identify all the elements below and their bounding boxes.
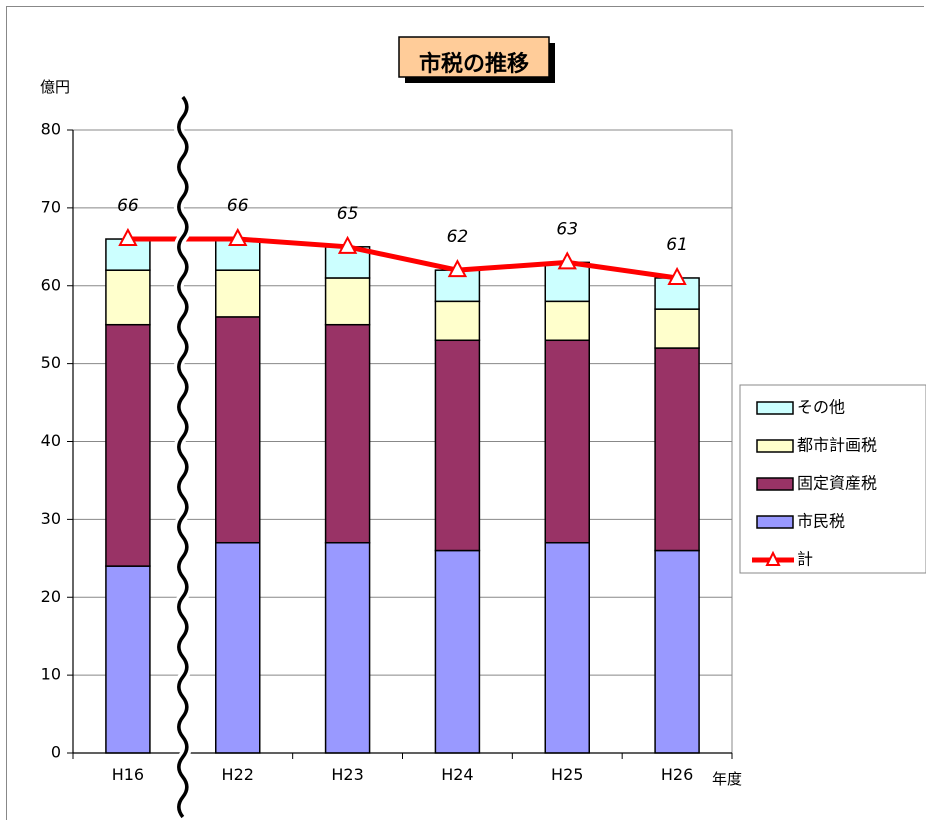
- legend-label: 市民税: [797, 512, 845, 531]
- bar-segment: [434, 549, 481, 754]
- total-series-line: [127, 236, 678, 281]
- grid-lines: [72, 129, 733, 754]
- total-data-label: 65: [337, 204, 359, 224]
- bar-segment: [434, 339, 481, 552]
- bar-segment: [215, 269, 261, 318]
- x-axis-unit-label: 年度: [712, 770, 742, 788]
- legend-label: 計: [797, 550, 813, 569]
- bar-segment: [434, 300, 481, 342]
- total-data-label: 66: [227, 196, 249, 216]
- y-tick-label: 10: [41, 665, 61, 684]
- y-tick-label: 80: [41, 120, 61, 139]
- total-point-marker: [557, 251, 577, 270]
- x-category-label: H23: [331, 765, 363, 784]
- bar-segment: [324, 541, 371, 754]
- total-point-marker: [447, 259, 468, 278]
- legend-swatch: [756, 477, 794, 491]
- y-tick-label: 30: [41, 509, 61, 528]
- legend-swatch: [756, 515, 794, 529]
- y-tick-label: 40: [41, 431, 61, 450]
- legend-marker-total: [765, 550, 781, 566]
- bar-segment: [105, 269, 151, 326]
- bar-segment: [324, 323, 371, 544]
- legend-label: 固定資産税: [797, 474, 877, 493]
- bar-segment: [654, 549, 700, 754]
- bar-segment: [654, 308, 700, 349]
- total-data-label: 66: [117, 196, 139, 216]
- x-category-label: H26: [661, 765, 693, 784]
- y-axis-unit-label: 億円: [40, 78, 70, 96]
- bar-segment: [105, 323, 151, 567]
- y-tick-label: 60: [41, 275, 61, 294]
- chart-title: 市税の推移: [419, 51, 529, 77]
- bar-segment: [544, 339, 590, 544]
- total-point-marker: [337, 235, 358, 254]
- bar-segment: [324, 277, 371, 326]
- legend-swatch: [756, 439, 794, 453]
- axis-break: [173, 93, 192, 821]
- axis-break-wave: [177, 95, 189, 819]
- y-tick-label: 70: [41, 197, 61, 216]
- x-category-label: H22: [222, 765, 254, 784]
- x-category-label: H16: [112, 765, 144, 784]
- x-category-label: H25: [551, 765, 583, 784]
- total-line: [118, 227, 687, 285]
- legend-swatch: [756, 401, 794, 415]
- total-point-marker: [228, 227, 248, 247]
- bar-segment: [215, 316, 261, 544]
- y-tick-label: 50: [41, 353, 61, 372]
- bar-segment: [544, 300, 590, 342]
- bar-segment: [105, 565, 151, 754]
- legend-label: その他: [797, 398, 845, 417]
- y-tick-label: 0: [51, 743, 61, 762]
- total-point-marker: [667, 266, 687, 285]
- total-data-label: 62: [447, 227, 469, 247]
- chart-frame: [6, 6, 924, 820]
- bar-segment: [215, 541, 261, 754]
- bars: [105, 238, 700, 754]
- total-data-label: 61: [666, 235, 688, 255]
- chart-title-box: 市税の推移: [398, 36, 555, 83]
- bar-segment: [544, 541, 590, 754]
- y-tick-label: 20: [41, 587, 61, 606]
- x-category-label: H24: [441, 765, 473, 784]
- legend-label: 都市計画税: [797, 436, 877, 455]
- labels: 0 10 20 30 40 50 60 70 80 H16 H22 H23 H24 H25 H26 66 66 6…: [41, 120, 694, 785]
- total-data-label: 63: [556, 219, 578, 239]
- total-point-marker: [118, 227, 138, 247]
- bar-segment: [654, 347, 700, 552]
